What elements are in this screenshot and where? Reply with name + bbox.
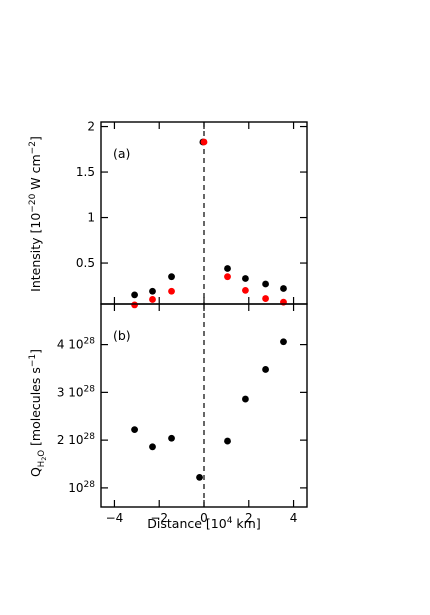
data-point-s0-p6: [262, 366, 269, 373]
data-point-s1-p5: [242, 286, 249, 294]
panel-a-y-ticks: 0.5 1 1.5 2: [76, 120, 307, 304]
panel-a-y-axis-title: Intensity [10−20 W cm−2]: [28, 136, 43, 292]
data-point-s0-p4: [224, 437, 231, 445]
data-point-s0-p7: [280, 285, 287, 292]
y-tick-label: 1: [87, 211, 95, 225]
data-point-s1-p2: [168, 287, 175, 295]
data-point-s0-p2: [168, 273, 175, 281]
panel-a-intensity: (a) 0.5 1 1.5 2 Intensity [10−20 W cm−2]: [28, 120, 308, 309]
panel-b-label: (b): [113, 328, 131, 343]
panel-b-production-rate: (b) 1028 2 1028 3 1028 4 1028 −4 −2 0 2 4 QH2O …: [28, 303, 308, 531]
data-point-s0-p2: [168, 434, 175, 442]
panel-b-points: [131, 338, 287, 481]
y-tick-label: 0.5: [76, 256, 95, 270]
y-tick-label: 1.5: [76, 165, 95, 179]
data-point-s0-p5: [242, 395, 249, 403]
data-point-s0-p1: [149, 287, 156, 295]
data-point-s0-p3: [196, 473, 203, 481]
panel-a-points: [131, 138, 287, 309]
x-tick-label: −4: [106, 511, 124, 525]
data-point-s0-p4: [224, 265, 231, 272]
data-point-s1-p6: [262, 295, 269, 302]
x-tick-label: 0: [200, 511, 208, 525]
data-point-s0-p7: [280, 338, 287, 346]
y-tick-label: 4 1028: [57, 337, 95, 352]
y-tick-label: 1028: [68, 480, 95, 495]
panel-b-y-ticks: 1028 2 1028 3 1028 4 1028: [57, 337, 307, 495]
y-tick-label: 2 1028: [57, 432, 95, 447]
y-tick-label: 3 1028: [57, 384, 95, 399]
data-point-s0-p5: [242, 275, 249, 282]
data-point-s1-p4: [224, 273, 231, 281]
x-tick-label: −2: [150, 511, 168, 525]
data-point-s1-p3: [200, 138, 208, 146]
panel-b-x-ticks: −4 −2 0 2 4: [106, 304, 298, 525]
data-point-s1-p0: [131, 301, 138, 309]
data-point-s1-p1: [149, 296, 156, 303]
panel-a-label: (a): [113, 146, 130, 161]
x-tick-label: 2: [245, 511, 253, 525]
data-point-s0-p1: [149, 443, 156, 451]
x-tick-label: 4: [290, 511, 298, 525]
y-tick-label: 2: [87, 120, 95, 134]
data-point-s0-p0: [131, 291, 138, 299]
data-point-s0-p0: [131, 426, 138, 434]
panel-b-y-axis-title: QH2O [molecules s−1]: [28, 349, 48, 477]
panel-b-x-axis-title: Distance [104 km]: [147, 516, 260, 531]
data-point-s0-p6: [262, 280, 269, 288]
